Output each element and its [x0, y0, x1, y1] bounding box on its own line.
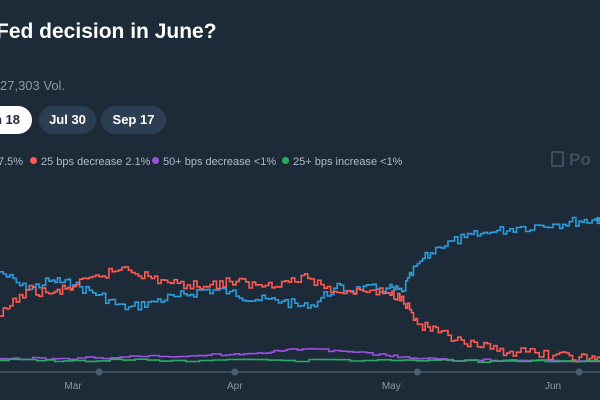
series-line-25-bps-decrease [0, 266, 600, 363]
x-tick-label: Apr [227, 381, 243, 392]
legend-item-50bps-decrease: 50+ bps decrease <1% [152, 156, 276, 168]
chart-series [0, 216, 600, 363]
date-pill-jun-18[interactable]: n 18 [0, 106, 32, 134]
timeline-marker[interactable] [413, 368, 421, 376]
x-tick-label: Jun [545, 381, 561, 392]
volume-label: 27,303 Vol. [0, 78, 66, 93]
timeline-marker[interactable] [231, 368, 239, 376]
date-pill-sep-17[interactable]: Sep 17 [101, 106, 166, 134]
legend-label: 50+ bps decrease <1% [163, 156, 277, 168]
legend-item-25bps-decrease: 25 bps decrease 2.1% [30, 156, 150, 168]
watermark-text: Po [569, 150, 591, 169]
page-title: Fed decision in June? [0, 20, 217, 43]
series-line-25-bps-increase [0, 358, 600, 363]
legend-item-no-change: 7.5% [0, 156, 23, 168]
x-tick-label: May [382, 381, 401, 392]
legend-dot [282, 157, 289, 164]
polymarket-logo-icon [551, 151, 564, 167]
legend-label: 25+ bps increase <1% [293, 156, 403, 168]
series-line-no-change [0, 216, 600, 311]
series-end-point [595, 216, 600, 222]
x-axis: Mar Apr May Jun [0, 368, 600, 392]
brand-watermark: Po [551, 150, 591, 170]
legend-label: 7.5% [0, 156, 24, 168]
legend-dot [152, 157, 159, 164]
date-pill-jul-30[interactable]: Jul 30 [39, 106, 96, 134]
legend-item-25bps-increase: 25+ bps increase <1% [282, 156, 402, 168]
legend-dot [30, 157, 37, 164]
timeline-marker[interactable] [575, 368, 583, 376]
timeline-marker[interactable] [95, 368, 103, 376]
legend-label: 25 bps decrease 2.1% [41, 156, 151, 168]
x-tick-label: Mar [64, 381, 82, 392]
